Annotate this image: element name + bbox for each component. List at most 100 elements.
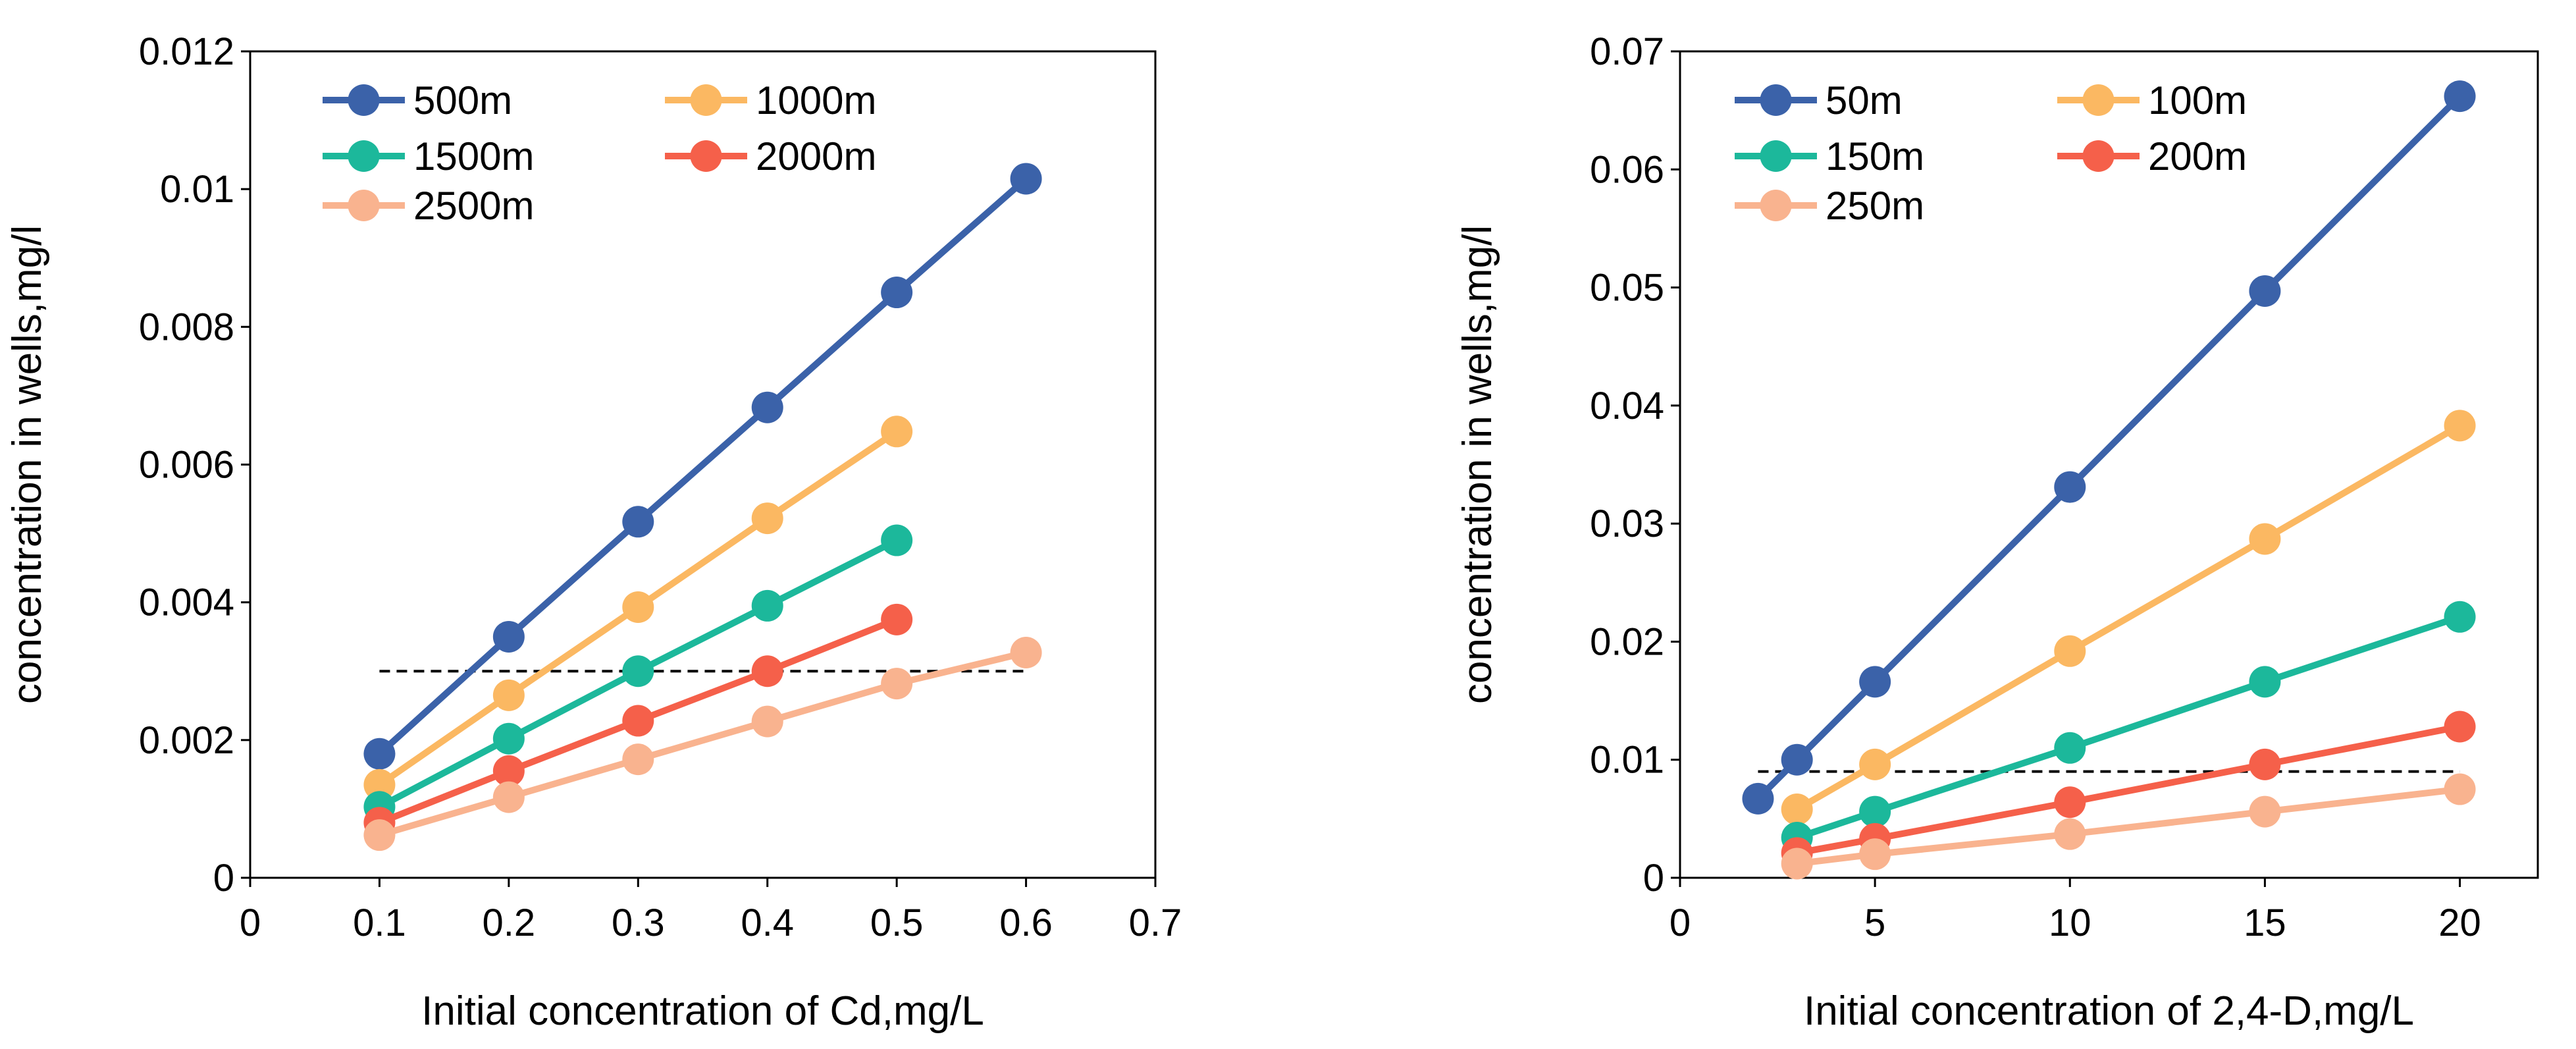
x-tick-label: 5 — [1864, 901, 1885, 944]
x-axis-label: Initial concentration of Cd,mg/L — [421, 988, 984, 1034]
data-point-150m — [1859, 795, 1891, 828]
data-point-250m — [1781, 847, 1813, 880]
data-point-1500m — [881, 524, 913, 556]
legend-label-1500m: 1500m — [413, 134, 534, 178]
legend-marker-2000m — [690, 140, 722, 172]
legend-label-250m: 250m — [1826, 184, 1924, 228]
y-tick-label: 0.05 — [1590, 267, 1664, 309]
legend-label-2000m: 2000m — [756, 134, 876, 178]
data-point-500m — [881, 277, 913, 309]
data-point-250m — [2444, 773, 2476, 805]
x-tick-label: 0.3 — [612, 901, 665, 944]
legend-marker-1500m — [348, 140, 380, 172]
legend-label-100m: 100m — [2148, 78, 2247, 122]
legend-marker-100m — [2082, 84, 2115, 116]
y-tick-label: 0.012 — [139, 30, 234, 73]
data-point-50m — [2444, 80, 2476, 113]
plot-frame — [1679, 50, 2539, 879]
data-point-2000m — [881, 603, 913, 635]
series-line-150m — [1793, 613, 2463, 842]
data-point-100m — [2054, 635, 2086, 667]
y-tick-label: 0 — [213, 857, 234, 900]
y-tick-label: 0.02 — [1590, 620, 1664, 663]
data-point-1500m — [751, 589, 783, 622]
data-point-1000m — [363, 768, 396, 801]
series-line-250m — [1793, 786, 2463, 867]
data-point-500m — [751, 391, 783, 423]
x-tick-label: 0 — [240, 901, 261, 944]
data-point-250m — [1859, 838, 1891, 871]
data-point-500m — [622, 506, 654, 538]
x-tick-label: 0.6 — [999, 901, 1053, 944]
data-point-1000m — [881, 416, 913, 448]
legend-marker-1000m — [690, 84, 722, 116]
y-tick-label: 0.006 — [139, 444, 234, 487]
x-tick-label: 0.5 — [870, 901, 924, 944]
data-point-50m — [2249, 275, 2281, 307]
x-tick-label: 20 — [2438, 901, 2481, 944]
x-tick-label: 15 — [2244, 901, 2286, 944]
data-point-2000m — [751, 655, 783, 687]
x-tick-label: 0.2 — [483, 901, 536, 944]
legend-label-500m: 500m — [413, 78, 512, 122]
x-tick-label: 0.4 — [741, 901, 794, 944]
legend-marker-500m — [348, 84, 380, 116]
data-point-250m — [2249, 795, 2281, 828]
data-point-100m — [2444, 410, 2476, 442]
data-point-2500m — [881, 668, 913, 700]
data-point-100m — [2249, 523, 2281, 555]
y-axis-label: concentration in wells,mg/l — [1455, 225, 1500, 704]
data-point-2000m — [492, 755, 525, 787]
data-point-1500m — [492, 722, 525, 755]
data-point-150m — [2249, 666, 2281, 698]
series-line-100m — [1793, 422, 2463, 813]
data-point-2500m — [751, 705, 783, 738]
data-point-2500m — [492, 781, 525, 813]
legend-label-1000m: 1000m — [756, 78, 876, 122]
legend-marker-2500m — [348, 190, 380, 221]
data-point-500m — [1010, 163, 1042, 195]
y-tick-label: 0.008 — [139, 306, 234, 348]
y-tick-label: 0.01 — [1590, 739, 1664, 782]
legend-marker-150m — [1760, 140, 1792, 172]
x-tick-label: 10 — [2049, 901, 2091, 944]
y-tick-label: 0.004 — [139, 581, 234, 624]
data-point-1000m — [751, 502, 783, 535]
data-point-500m — [363, 738, 396, 770]
x-tick-label: 0 — [1669, 901, 1691, 944]
series-line-2500m — [376, 649, 1030, 839]
data-point-2500m — [622, 743, 654, 776]
data-point-150m — [2054, 732, 2086, 764]
y-tick-label: 0.06 — [1590, 148, 1664, 191]
data-point-2500m — [1010, 637, 1042, 669]
data-point-250m — [2054, 818, 2086, 850]
data-point-2500m — [363, 819, 396, 851]
y-tick-label: 0.002 — [139, 719, 234, 762]
y-tick-label: 0.07 — [1590, 30, 1664, 73]
series-line-500m — [376, 175, 1030, 757]
x-tick-label: 0.7 — [1129, 901, 1182, 944]
data-point-2000m — [622, 705, 654, 737]
data-point-150m — [2444, 601, 2476, 633]
legend-marker-250m — [1760, 190, 1792, 221]
legend-label-150m: 150m — [1826, 134, 1924, 178]
chart-24d: 0 0.01 0.02 0.03 0.04 0.05 0.06 0.07 0 5 10 15 20 Ini… — [1455, 30, 2539, 1034]
series-line-200m — [1793, 723, 2463, 857]
data-point-1000m — [492, 679, 525, 711]
legend-label-2500m: 2500m — [413, 184, 534, 228]
legend-marker-50m — [1760, 84, 1792, 116]
data-point-50m — [1742, 782, 1774, 815]
x-axis-label: Initial concentration of 2,4-D,mg/L — [1804, 988, 2414, 1034]
data-point-200m — [2054, 786, 2086, 819]
legend-marker-200m — [2082, 140, 2115, 172]
y-tick-label: 0.04 — [1590, 385, 1664, 427]
data-point-1000m — [622, 591, 654, 623]
data-point-50m — [1781, 743, 1813, 776]
y-tick-label: 0.01 — [160, 168, 234, 211]
data-point-100m — [1781, 793, 1813, 826]
data-point-100m — [1859, 748, 1891, 780]
y-tick-label: 0.03 — [1590, 502, 1664, 545]
y-axis-label: concentration in wells,mg/l — [5, 225, 50, 704]
data-point-1500m — [622, 655, 654, 687]
